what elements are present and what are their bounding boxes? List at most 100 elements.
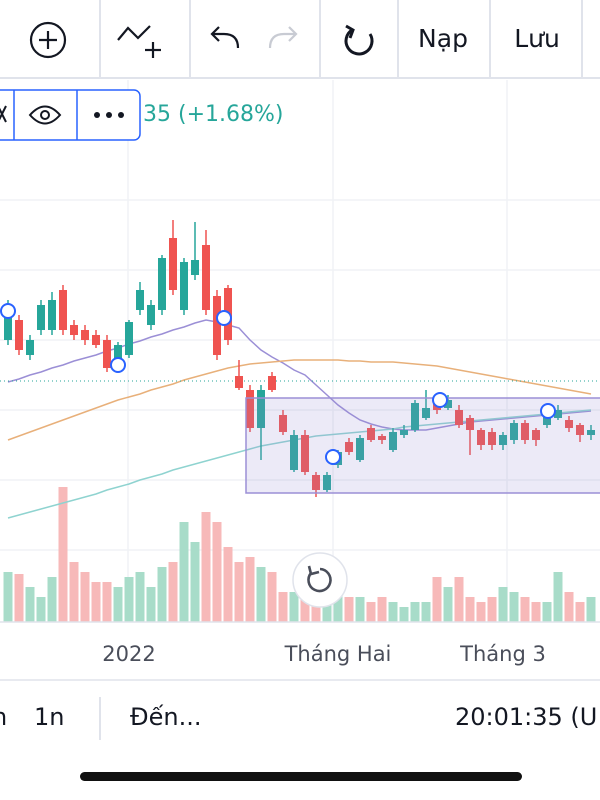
volume-bar xyxy=(377,597,387,622)
candle-body xyxy=(180,262,188,310)
add-button[interactable] xyxy=(29,21,67,59)
volume-bar xyxy=(36,597,46,622)
candle-body xyxy=(268,376,276,390)
candle-body xyxy=(356,438,364,460)
undo-button[interactable] xyxy=(210,26,240,49)
redo-button[interactable] xyxy=(268,26,298,49)
volume-bar xyxy=(333,592,343,622)
candle-body xyxy=(565,420,573,428)
moving-average xyxy=(7,359,592,441)
candle-body xyxy=(4,310,12,340)
volume-bar xyxy=(3,572,13,622)
candle-body xyxy=(488,432,496,445)
candle-body xyxy=(345,442,353,452)
more-button[interactable] xyxy=(94,112,124,118)
range-button[interactable]: n xyxy=(0,703,7,731)
volume-bar xyxy=(355,597,365,622)
clock[interactable]: 20:01:35 (U xyxy=(455,703,597,731)
candle-body xyxy=(15,320,23,350)
candle-body xyxy=(125,322,133,355)
volume-bar xyxy=(564,592,574,622)
candle-body xyxy=(59,290,67,330)
volume-bar xyxy=(388,602,398,622)
candle-body xyxy=(136,290,144,310)
candle-body xyxy=(576,425,584,435)
volume-bar xyxy=(542,602,552,622)
volume-bar xyxy=(201,512,211,622)
candle-body xyxy=(477,430,485,445)
grid xyxy=(0,80,600,622)
candle-body xyxy=(378,436,386,440)
moving-average xyxy=(7,409,592,519)
candle-body xyxy=(81,330,89,340)
volume-bar xyxy=(454,577,464,622)
indicator-button[interactable] xyxy=(117,25,161,58)
volume-bar xyxy=(432,577,442,622)
volume-bar xyxy=(234,562,244,622)
volume-bar xyxy=(476,602,486,622)
volume-bar xyxy=(267,572,277,622)
reload-button[interactable] xyxy=(344,24,374,56)
candle-body xyxy=(422,408,430,418)
candle-body xyxy=(444,400,452,408)
volume-bar xyxy=(520,597,530,622)
volume-bar xyxy=(223,547,233,622)
candle-body xyxy=(114,345,122,360)
candle-body xyxy=(147,305,155,325)
volume-bar xyxy=(190,542,200,622)
volume-bar xyxy=(531,602,541,622)
candle-body xyxy=(510,423,518,440)
drawing-handles[interactable] xyxy=(0,303,556,465)
volume-bar xyxy=(69,562,79,622)
candle-body xyxy=(158,258,166,310)
candle-body xyxy=(554,410,562,418)
candle-body xyxy=(367,428,375,440)
candle-body xyxy=(169,238,177,290)
candle-body xyxy=(466,418,474,430)
candle-body xyxy=(246,390,254,428)
candle-body xyxy=(213,296,221,355)
candle-body xyxy=(323,475,331,490)
volume-bar xyxy=(399,607,409,622)
candle-body xyxy=(312,475,320,490)
x-tick-label: Tháng 3 xyxy=(459,642,546,666)
home-indicator xyxy=(80,772,522,781)
visibility-button[interactable] xyxy=(28,105,62,125)
candle-body xyxy=(290,435,298,470)
volume-bar xyxy=(91,582,101,622)
goto-button[interactable]: Đến... xyxy=(130,703,201,731)
volume-bar xyxy=(135,572,145,622)
close-icon[interactable] xyxy=(0,105,7,123)
scroll-reset-button[interactable] xyxy=(292,552,348,608)
candle-body xyxy=(257,390,265,428)
legend-toolbar: 35 (+1.68%) xyxy=(0,89,283,141)
volume-bar xyxy=(58,487,68,622)
candle-body xyxy=(499,435,507,445)
candle-body xyxy=(191,260,199,275)
volume-bar xyxy=(25,587,35,622)
candle-body xyxy=(92,335,100,345)
volume-bar xyxy=(102,582,112,622)
candle-body xyxy=(70,325,78,335)
volume-bar xyxy=(553,572,563,622)
candle-body xyxy=(103,340,111,368)
save-button[interactable]: Lưu xyxy=(514,24,560,53)
candle-body xyxy=(587,430,595,435)
volume-bar xyxy=(421,602,431,622)
x-tick-label: Tháng Hai xyxy=(284,642,392,666)
volume-bar xyxy=(443,587,453,622)
candle-body xyxy=(202,245,210,310)
x-tick-label: 2022 xyxy=(102,642,155,666)
volume-bar xyxy=(487,597,497,622)
volume-bar xyxy=(47,577,57,622)
volume-bar xyxy=(498,587,508,622)
volume-bar xyxy=(168,562,178,622)
volume-bar xyxy=(113,587,123,622)
range-button[interactable]: 1n xyxy=(34,703,64,731)
load-button[interactable]: Nạp xyxy=(418,24,468,53)
volume-bar xyxy=(410,602,420,622)
volume-bar xyxy=(124,577,134,622)
candle-body xyxy=(532,430,540,440)
